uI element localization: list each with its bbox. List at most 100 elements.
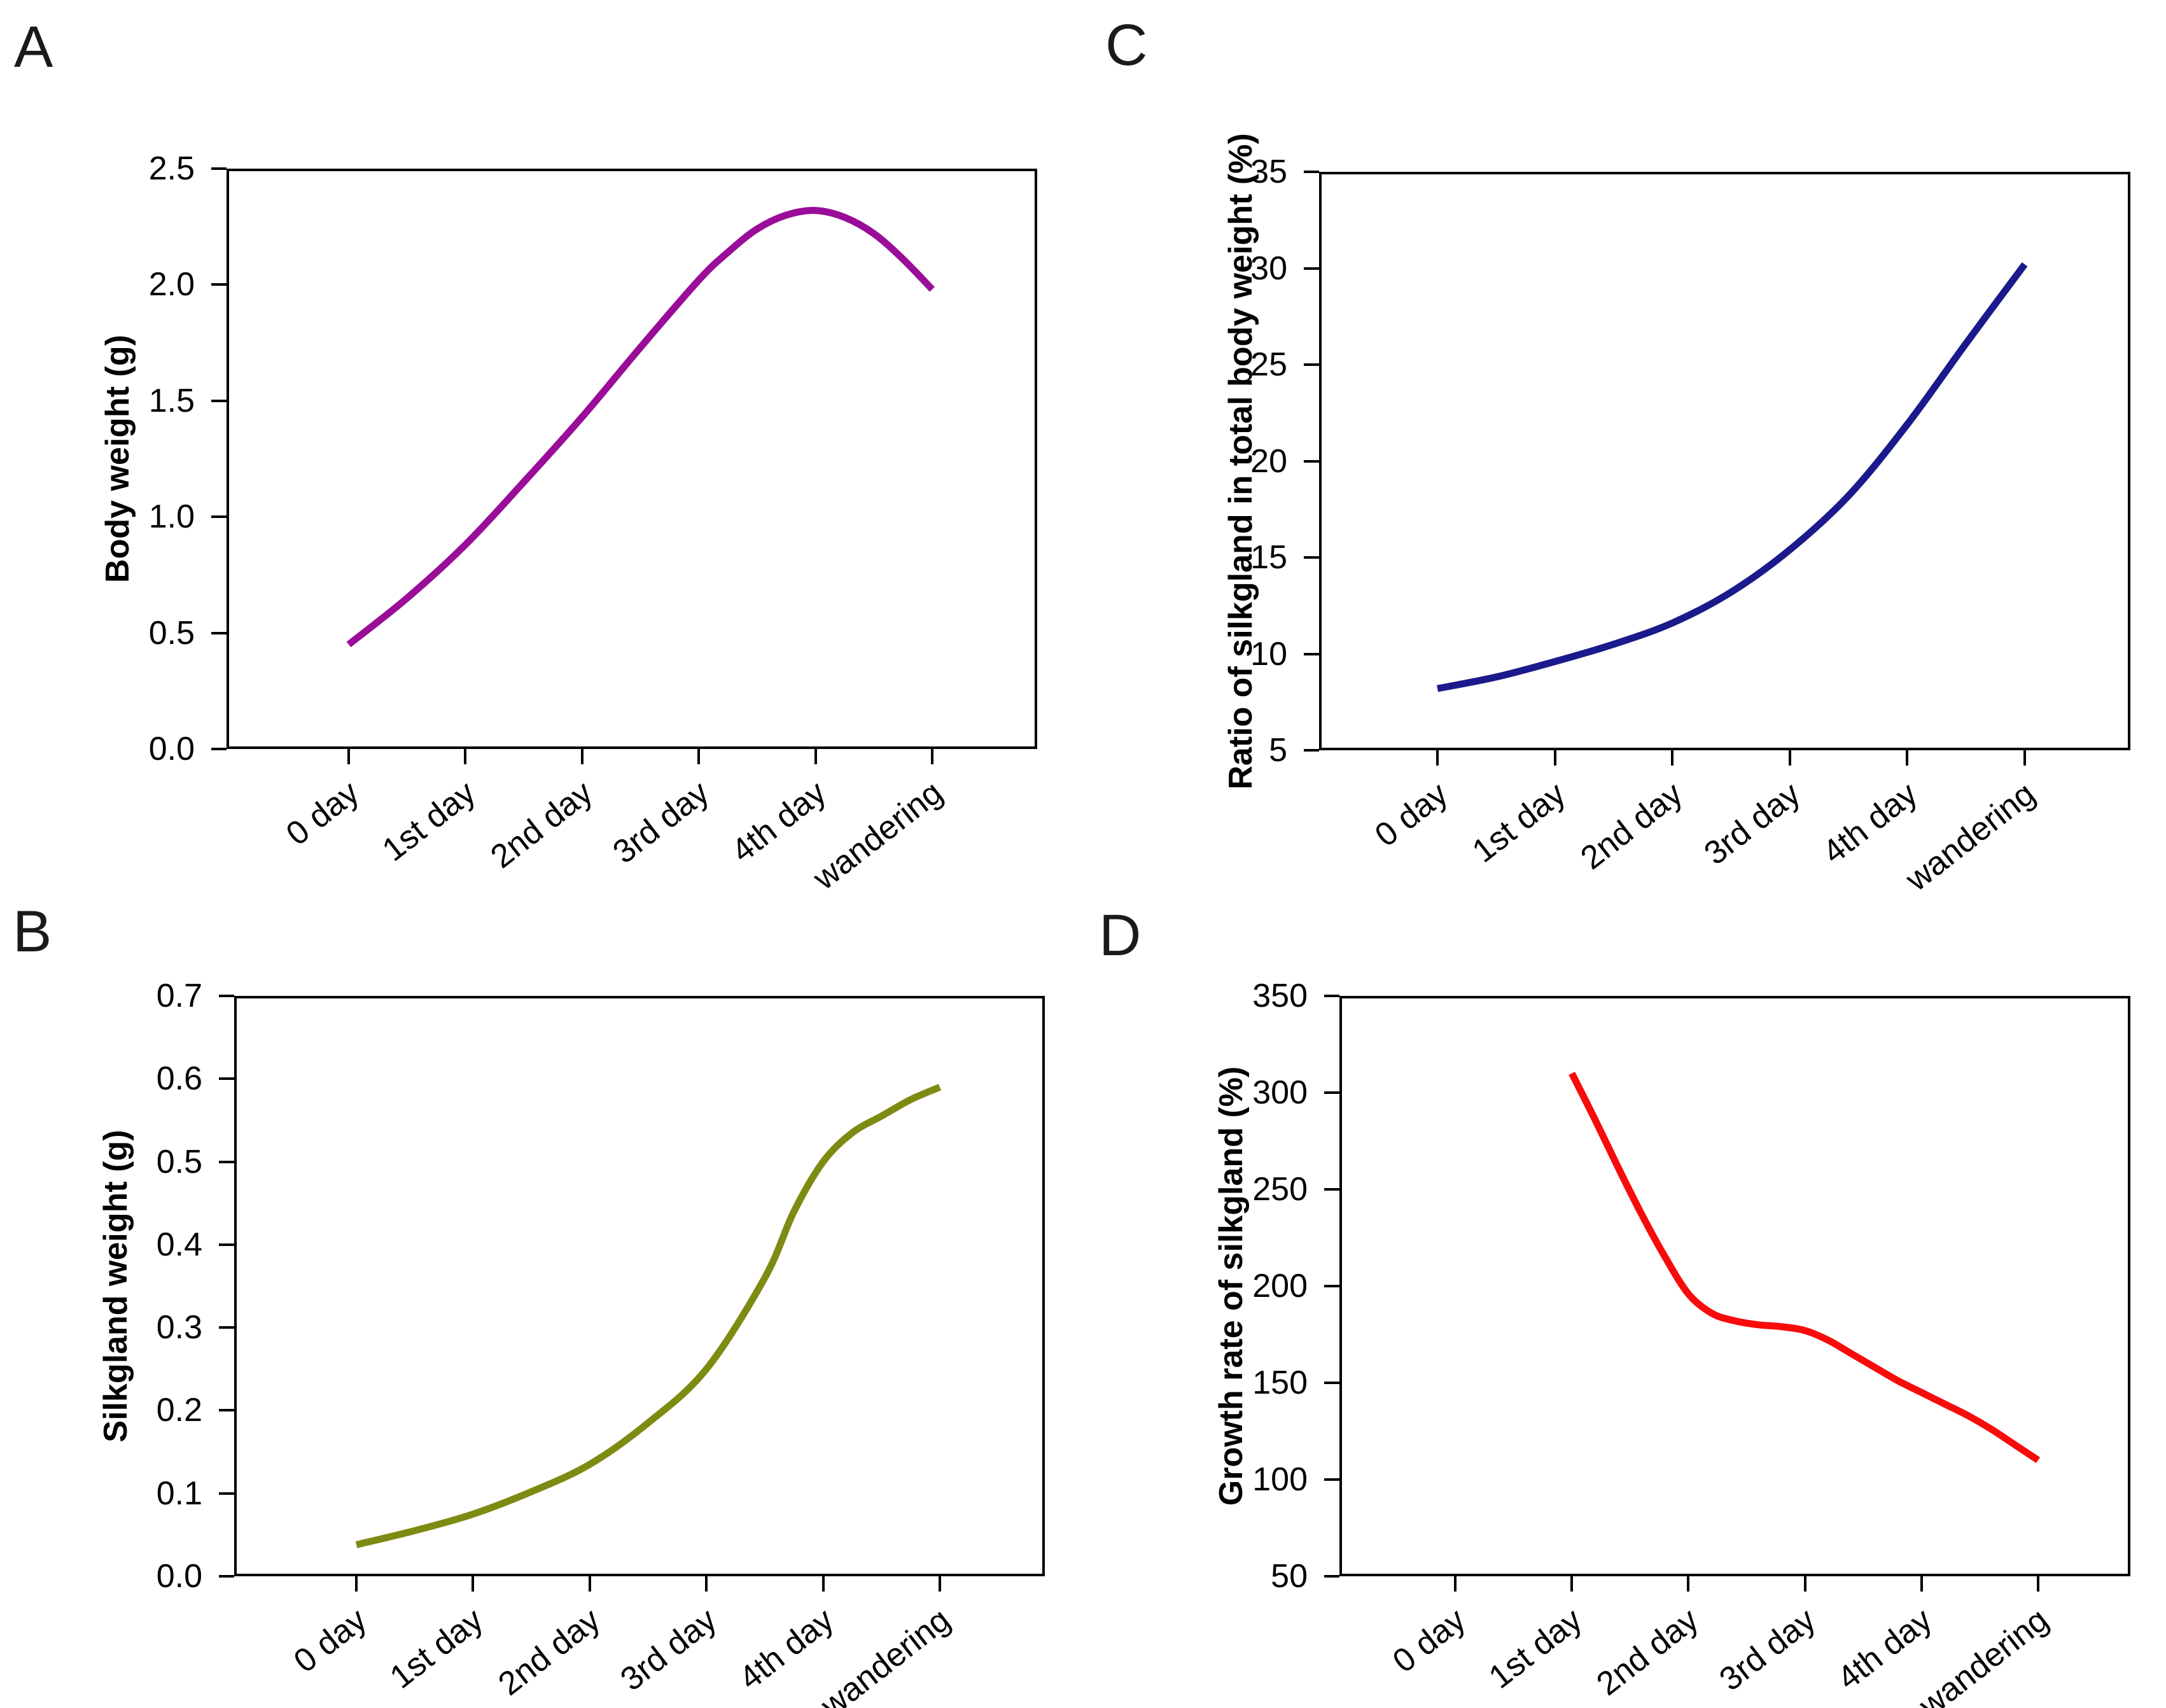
panel-letter-a: A	[14, 15, 53, 80]
y-tick-label: 0.2	[156, 1392, 202, 1429]
x-tick-mark	[464, 749, 467, 764]
y-tick-mark	[211, 515, 227, 519]
x-tick-label: 3rd day	[1697, 775, 1807, 872]
y-tick-label: 0.5	[148, 614, 195, 652]
y-tick-mark	[1324, 1091, 1339, 1094]
y-tick-mark	[219, 1492, 234, 1495]
series-line	[355, 1084, 942, 1548]
y-tick-label: 250	[1252, 1171, 1308, 1208]
series-line	[346, 207, 935, 648]
y-tick-label: 35	[1250, 153, 1287, 190]
y-tick-mark	[1304, 652, 1319, 655]
x-tick-mark	[1454, 1576, 1457, 1592]
y-tick-label: 25	[1250, 346, 1287, 383]
y-tick-mark	[211, 399, 227, 402]
y-tick-mark	[219, 995, 234, 997]
y-tick-label: 10	[1250, 635, 1287, 673]
body-weight-curve	[346, 207, 935, 648]
y-tick-label: 1.0	[148, 498, 195, 536]
y-tick-label: 200	[1252, 1268, 1308, 1305]
y-tick-label: 350	[1252, 977, 1308, 1014]
y-tick-label: 150	[1252, 1364, 1308, 1401]
panel-letter-d: D	[1099, 903, 1142, 968]
y-tick-mark	[1304, 556, 1319, 559]
y-tick-mark	[211, 748, 227, 750]
y-tick-label: 50	[1271, 1558, 1308, 1595]
x-tick-mark	[931, 749, 933, 764]
x-tick-mark	[1436, 750, 1439, 766]
x-tick-mark	[580, 749, 583, 764]
y-tick-label: 0.6	[156, 1060, 202, 1098]
y-tick-mark	[219, 1409, 234, 1412]
x-tick-mark	[939, 1576, 941, 1592]
x-tick-mark	[1671, 750, 1674, 766]
x-tick-label: 0 day	[1386, 1601, 1473, 1681]
x-tick-mark	[588, 1576, 591, 1592]
y-tick-mark	[1304, 171, 1319, 173]
y-tick-mark	[211, 283, 227, 286]
plot-area-panel-d	[1339, 996, 2130, 1576]
silkgland-weight-curve	[355, 1084, 942, 1548]
y-tick-mark	[219, 1243, 234, 1246]
growth-rate-curve	[1569, 1072, 2041, 1464]
x-tick-mark	[705, 1576, 708, 1592]
y-tick-label: 2.0	[148, 266, 195, 304]
y-tick-label: 15	[1250, 539, 1287, 576]
y-tick-mark	[219, 1575, 234, 1578]
y-tick-label: 20	[1250, 442, 1287, 480]
x-tick-label: 1st day	[375, 774, 483, 869]
x-tick-mark	[821, 1576, 825, 1592]
y-tick-label: 2.5	[148, 150, 195, 187]
y-tick-mark	[1324, 995, 1339, 997]
x-tick-mark	[697, 749, 701, 764]
y-tick-label: 5	[1269, 732, 1287, 769]
y-tick-label: 0.3	[156, 1309, 202, 1347]
y-tick-mark	[1324, 1478, 1339, 1481]
x-tick-label: wandering	[806, 774, 950, 897]
y-tick-mark	[211, 167, 227, 170]
x-tick-label: 2nd day	[1574, 775, 1690, 877]
x-tick-label: wandering	[1899, 775, 2043, 899]
y-tick-mark	[1304, 363, 1319, 366]
ratio-silkgland-curve	[1436, 262, 2028, 692]
x-tick-label: 4th day	[724, 774, 833, 870]
y-tick-mark	[1304, 267, 1319, 270]
panel-letter-c: C	[1105, 13, 1148, 78]
x-tick-mark	[814, 749, 817, 764]
x-tick-mark	[1553, 750, 1556, 766]
x-tick-mark	[472, 1576, 475, 1592]
y-tick-mark	[219, 1077, 234, 1081]
y-tick-label: 0.5	[156, 1143, 202, 1180]
x-tick-mark	[2037, 1576, 2039, 1592]
y-tick-label: 1.5	[148, 382, 195, 419]
y-tick-mark	[1324, 1382, 1339, 1384]
plot-area-panel-a	[227, 169, 1037, 749]
x-tick-mark	[1788, 750, 1791, 766]
x-tick-label: 3rd day	[606, 774, 716, 871]
x-tick-label: 0 day	[287, 1601, 374, 1681]
y-tick-mark	[219, 1326, 234, 1329]
y-tick-label: 0.0	[156, 1558, 202, 1595]
y-tick-mark	[1324, 1188, 1339, 1191]
y-tick-mark	[211, 631, 227, 634]
series-line	[1436, 262, 2028, 692]
y-tick-label: 100	[1252, 1461, 1308, 1498]
y-tick-mark	[1304, 459, 1319, 463]
y-tick-mark	[219, 1160, 234, 1163]
y-tick-mark	[1324, 1285, 1339, 1287]
x-tick-label: 1st day	[1465, 775, 1572, 871]
x-tick-mark	[1570, 1576, 1574, 1592]
y-tick-label: 0.1	[156, 1474, 202, 1512]
y-tick-mark	[1304, 749, 1319, 752]
x-tick-mark	[2023, 750, 2026, 766]
x-tick-label: 4th day	[1816, 775, 1925, 871]
x-tick-mark	[1803, 1576, 1806, 1592]
y-tick-label: 0.7	[156, 977, 202, 1014]
y-tick-label: 0.0	[148, 731, 195, 767]
x-tick-mark	[347, 749, 350, 764]
y-tick-label: 0.4	[156, 1226, 202, 1263]
series-line	[1569, 1072, 2041, 1464]
x-tick-mark	[1906, 750, 1909, 766]
x-tick-mark	[1920, 1576, 1923, 1592]
